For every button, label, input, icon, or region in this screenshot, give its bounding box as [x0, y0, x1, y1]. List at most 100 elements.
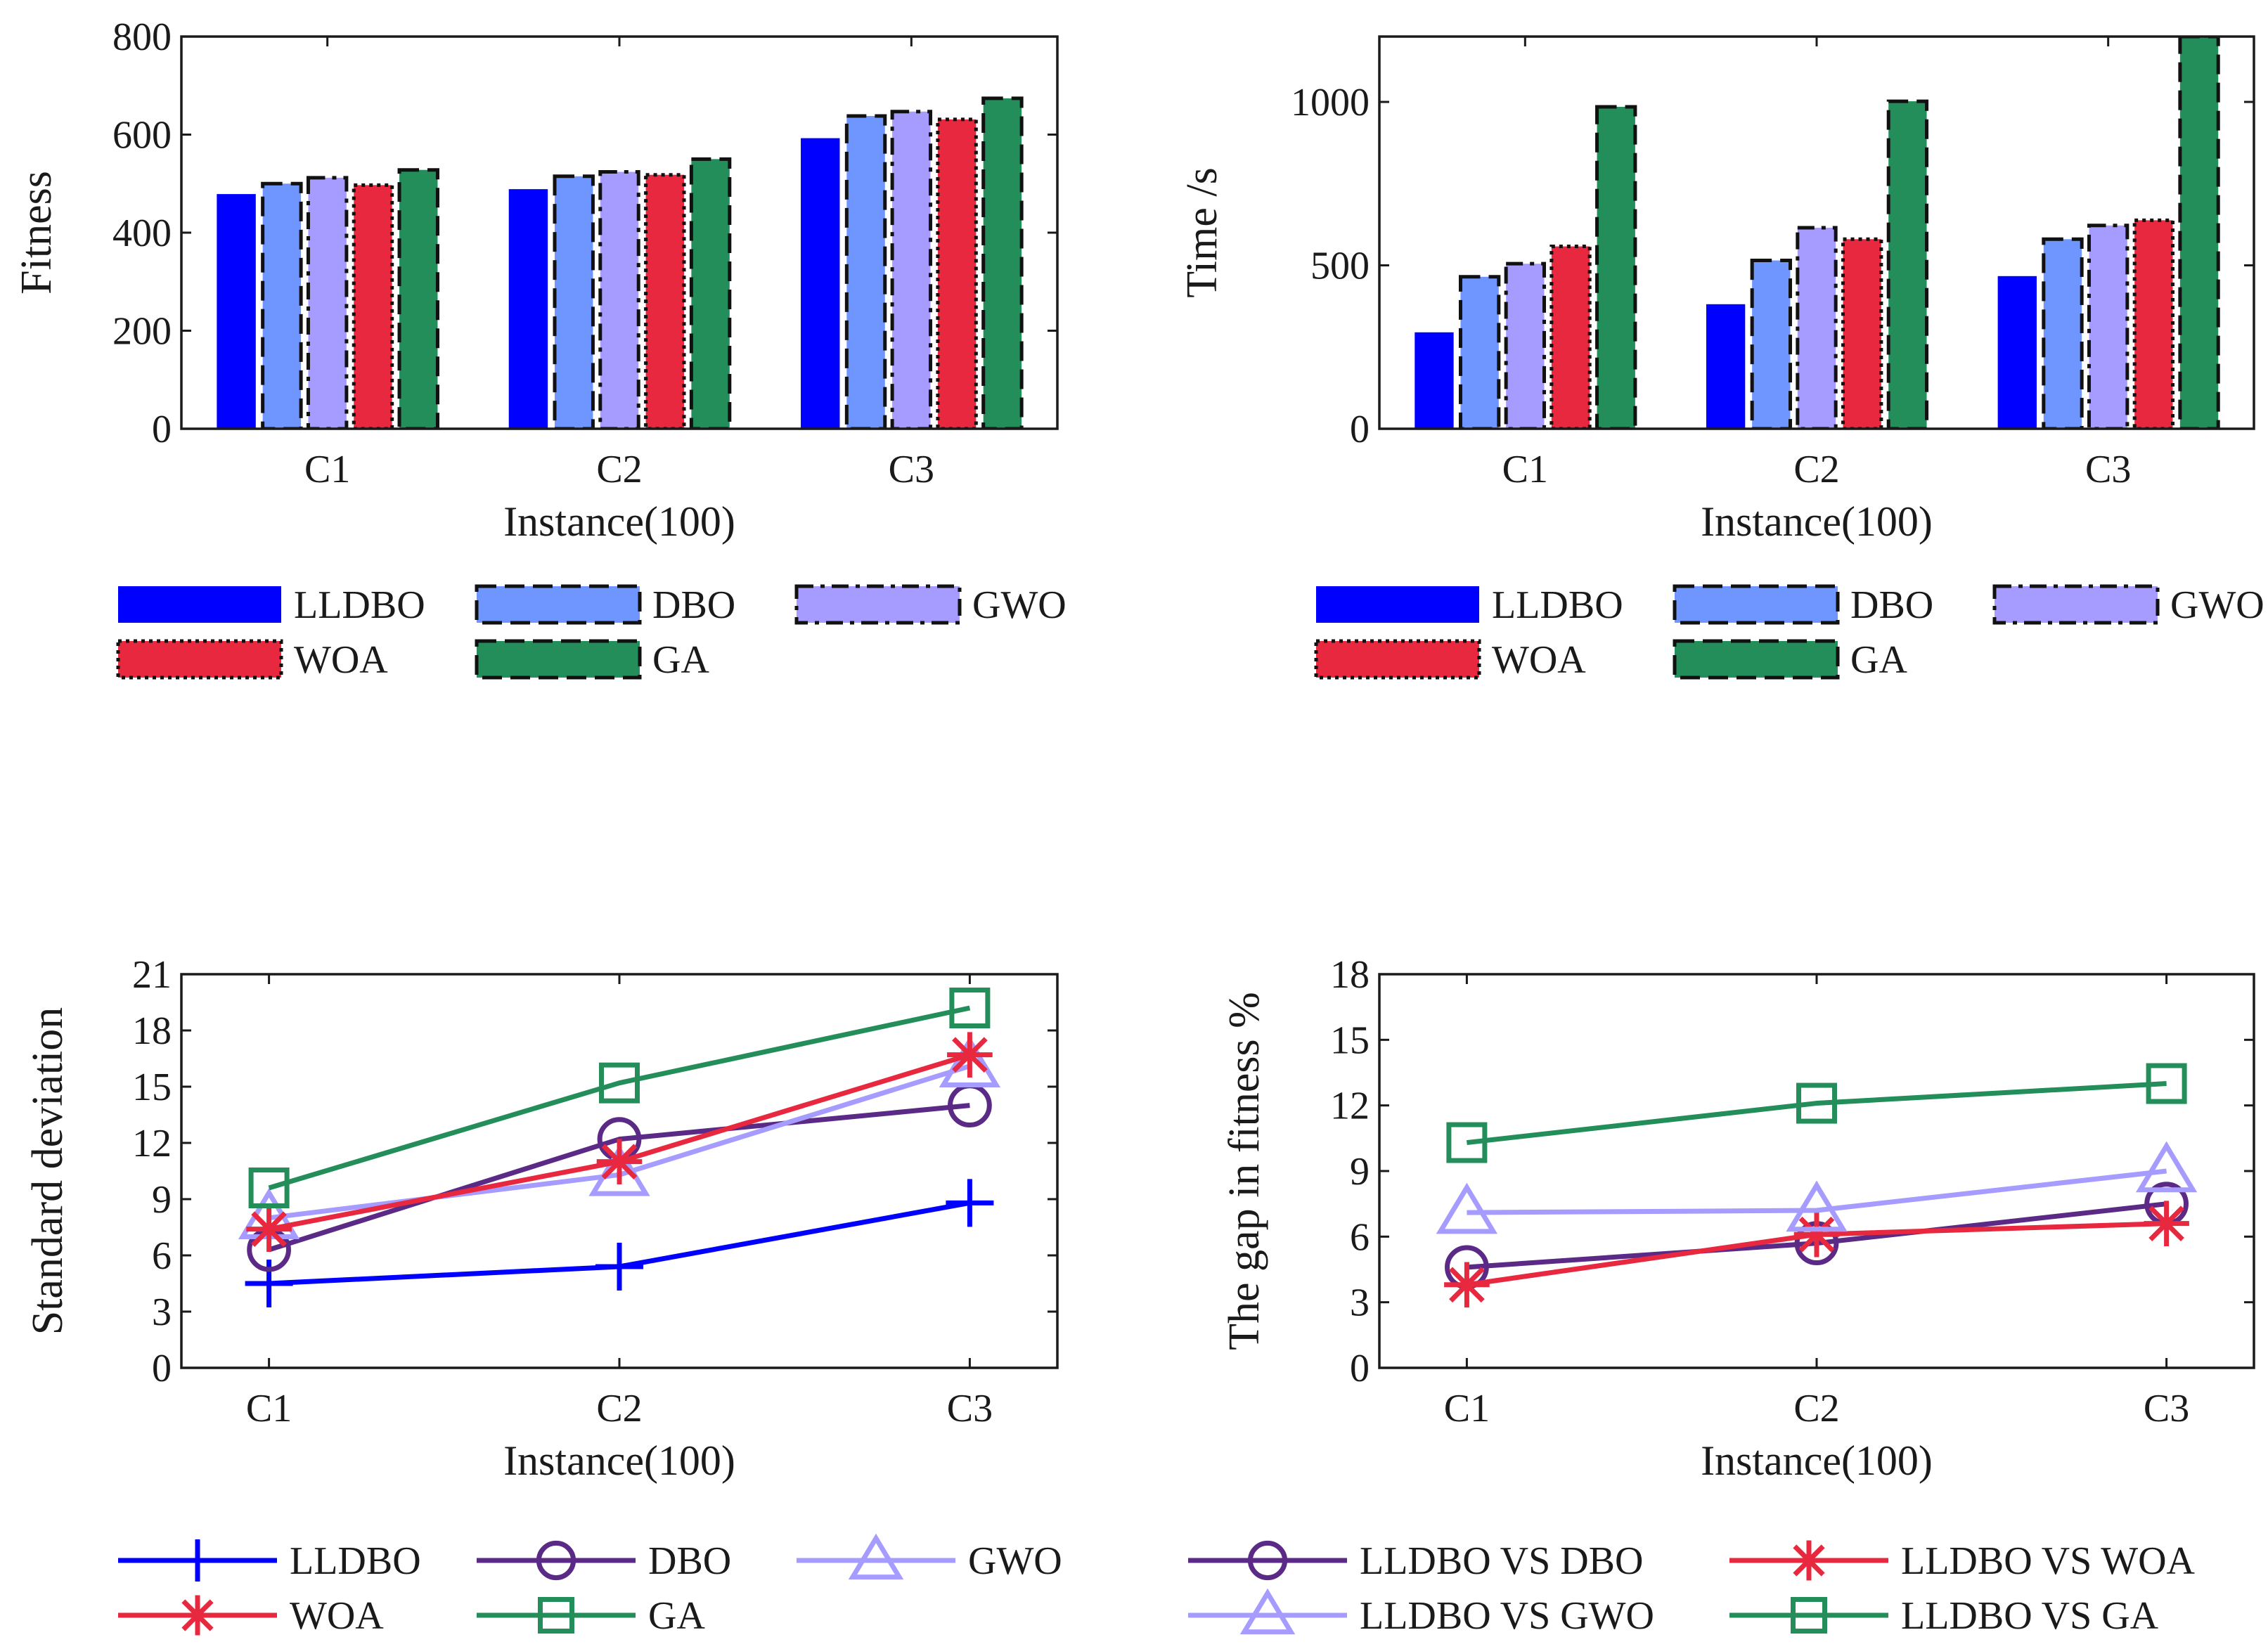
- y-tick-label: 0: [152, 1347, 172, 1390]
- legend-1-circle-marker-0: [536, 1540, 576, 1581]
- bar-gwo-c3: [890, 110, 933, 429]
- bar-gwo-c2: [598, 170, 640, 429]
- legend-0-plus-marker-0: [176, 1539, 219, 1582]
- bar-ga-c2: [1886, 99, 1929, 429]
- bar-woa-c1: [1549, 245, 1592, 429]
- legend-swatch-woa: [116, 639, 283, 680]
- legend-2-triangle-marker-0: [848, 1533, 904, 1580]
- x-tick-label: C2: [596, 1387, 642, 1430]
- y-tick-label: 9: [1350, 1150, 1370, 1194]
- legend-3-star-marker-0: [177, 1595, 218, 1636]
- legend-label: GA: [648, 1594, 705, 1638]
- legend-label: LLDBO VS GA: [1901, 1594, 2159, 1638]
- y-tick-label: 3: [152, 1291, 172, 1334]
- axes-box: [1378, 35, 2255, 430]
- legend-label: WOA: [290, 1594, 384, 1638]
- legend-label: DBO: [648, 1539, 731, 1583]
- series-3-square-marker-2: [2146, 1063, 2187, 1104]
- x-axis-label: Instance(100): [1701, 1437, 1933, 1484]
- legend-swatch-gwo: [794, 584, 962, 625]
- axes-box: [180, 973, 1059, 1369]
- legend-swatch-lldbo: [118, 586, 281, 623]
- y-tick-label: 18: [132, 1009, 172, 1053]
- legend-label: GA: [1850, 638, 1907, 682]
- data-layer: [1415, 37, 2220, 429]
- y-tick-label: 800: [112, 15, 172, 59]
- bar-dbo-c3: [2042, 237, 2084, 429]
- x-tick-label: C1: [246, 1387, 292, 1430]
- legend-label: DBO: [1850, 583, 1933, 627]
- bar-ga-c2: [689, 157, 732, 429]
- y-tick-label: 9: [152, 1178, 172, 1222]
- x-tick-label: C2: [1793, 1387, 1839, 1430]
- legend: LLDBO DBO GWO WOA GA: [118, 1533, 1062, 1638]
- series-4-square-marker-2: [949, 988, 991, 1028]
- bar-gwo-c2: [1796, 226, 1838, 429]
- bar-lldbo-c3: [1997, 276, 2037, 429]
- legend-label: GWO: [968, 1539, 1062, 1583]
- bar-lldbo-c1: [1415, 332, 1454, 429]
- legend-swatch-woa: [1314, 639, 1481, 680]
- legend-0-circle-marker-0: [1247, 1540, 1288, 1581]
- bar-woa-c2: [644, 173, 686, 429]
- series-2-triangle-marker-2: [939, 1036, 1001, 1087]
- legend: LLDBO VS DBO LLDBO VS WOA LLDBO VS GWO LLDB…: [1188, 1539, 2196, 1638]
- x-axis-label: Instance(100): [503, 498, 735, 545]
- y-axis-label: The gap in fitness %: [1220, 992, 1268, 1350]
- x-axis-label: Instance(100): [503, 1437, 735, 1484]
- x-tick-label: C3: [2085, 448, 2131, 491]
- legend-3-square-marker-0: [1791, 1597, 1827, 1634]
- y-tick-label: 0: [152, 408, 172, 451]
- series-0-plus-marker-2: [946, 1179, 994, 1227]
- legend-label: GWO: [972, 583, 1067, 627]
- series-3-star-marker-2: [947, 1032, 993, 1078]
- y-tick-label: 15: [1330, 1018, 1370, 1062]
- legend-label: GA: [652, 638, 709, 682]
- bar-woa-c2: [1841, 237, 1883, 429]
- y-tick-label: 400: [112, 212, 172, 255]
- series-1-star-marker-1: [1793, 1211, 1840, 1257]
- series-3-square-marker-0: [1446, 1122, 1488, 1163]
- legend-swatch-ga: [1673, 639, 1840, 680]
- bar-dbo-c1: [1458, 275, 1501, 429]
- x-tick-label: C1: [1444, 1387, 1490, 1430]
- legend-label: LLDBO VS WOA: [1901, 1539, 2196, 1583]
- y-tick-label: 3: [1350, 1281, 1370, 1325]
- y-tick-label: 15: [132, 1066, 172, 1109]
- bar-lldbo-c2: [1706, 304, 1746, 429]
- data-layer: [217, 96, 1024, 429]
- y-tick-label: 18: [1330, 953, 1370, 997]
- y-axis-label: Standard deviation: [24, 1007, 72, 1336]
- legend-swatch-lldbo: [1316, 586, 1479, 623]
- series-line-ga: [268, 1005, 971, 1191]
- bar-lldbo-c2: [508, 189, 548, 429]
- x-tick-label: C1: [304, 448, 350, 491]
- y-tick-label: 600: [112, 114, 172, 157]
- legend-label: LLDBO VS GWO: [1360, 1594, 1654, 1638]
- bar-dbo-c2: [1750, 259, 1792, 429]
- bar-ga-c1: [397, 168, 439, 429]
- chart-panel-3: 0 3 6 9 12 15 18 21 C1 C2 C3 Instance(100) Standard …: [24, 953, 1062, 1638]
- series-2-triangle-marker-0: [1436, 1182, 1498, 1234]
- legend-4-square-marker-0: [538, 1597, 574, 1634]
- bar-ga-c3: [981, 96, 1024, 429]
- x-tick-label: C3: [889, 448, 934, 491]
- x-tick-label: C1: [1502, 448, 1548, 491]
- legend-swatch-dbo: [1673, 584, 1840, 625]
- x-tick-label: C3: [947, 1387, 993, 1430]
- legend-label: GWO: [2170, 583, 2264, 627]
- series-4-square-marker-0: [248, 1168, 290, 1208]
- series-2-triangle-marker-1: [1786, 1180, 1848, 1232]
- legend-swatch-dbo: [475, 584, 642, 625]
- series-2-triangle-marker-2: [2135, 1141, 2198, 1193]
- series-line-lldbo-vs-gwo: [1467, 1168, 2167, 1215]
- bar-ga-c3: [2178, 37, 2220, 429]
- series-3-square-marker-1: [1796, 1082, 1837, 1124]
- y-tick-label: 200: [112, 310, 172, 354]
- bar-lldbo-c3: [801, 138, 840, 429]
- y-tick-label: 0: [1350, 1347, 1370, 1390]
- bar-ga-c1: [1595, 105, 1637, 429]
- axes-box: [180, 35, 1059, 430]
- legend-label: LLDBO: [294, 583, 425, 627]
